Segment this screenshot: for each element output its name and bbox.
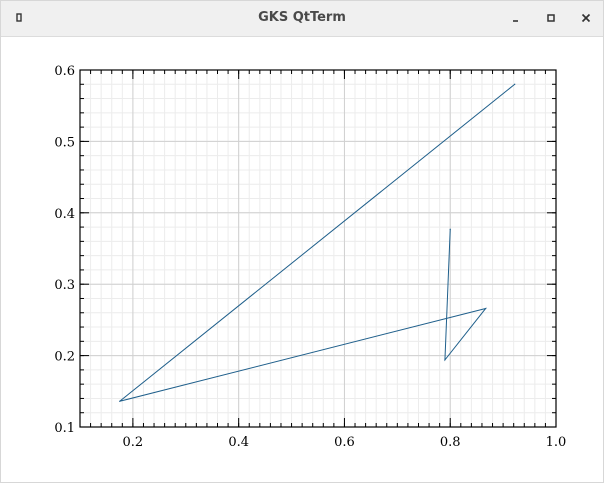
series-layer	[119, 83, 516, 402]
line-chart: 0.2 0.4 0.6 0.8 1.0 0.1 0.2 0.3 0.4 0.5 0.6	[54, 64, 566, 450]
x-tick-label: 1.0	[546, 435, 567, 450]
series-point	[449, 228, 451, 230]
x-tick-label: 0.2	[123, 435, 144, 450]
minimize-icon[interactable]	[508, 10, 524, 26]
plot-frame	[79, 69, 557, 428]
y-tick-label: 0.6	[54, 64, 75, 79]
y-tick-label: 0.1	[54, 421, 75, 436]
series-point	[514, 83, 516, 85]
x-tick-label: 0.6	[334, 435, 355, 450]
series-point	[119, 400, 121, 402]
title-bar[interactable]: GKS QtTerm	[1, 1, 603, 37]
y-tick-label: 0.5	[54, 135, 75, 150]
y-tick-label: 0.4	[54, 207, 75, 222]
series-point	[485, 307, 487, 310]
plot-canvas: 0.2 0.4 0.6 0.8 1.0 0.1 0.2 0.3 0.4 0.5 0.6	[1, 37, 603, 483]
app-icon[interactable]	[11, 10, 27, 26]
y-tick-label: 0.2	[54, 350, 75, 365]
major-grid	[80, 69, 557, 428]
series-point	[444, 359, 446, 361]
tick-labels: 0.2 0.4 0.6 0.8 1.0 0.1 0.2 0.3 0.4 0.5 0.6	[54, 64, 566, 450]
series-line	[119, 83, 516, 402]
minor-grid	[79, 69, 557, 428]
window-title: GKS QtTerm	[258, 10, 346, 25]
x-tick-label: 0.8	[440, 435, 461, 450]
maximize-icon[interactable]	[543, 10, 559, 26]
y-tick-label: 0.3	[54, 278, 75, 293]
x-tick-label: 0.4	[228, 435, 249, 450]
close-icon[interactable]	[578, 10, 594, 26]
axis-ticks	[79, 69, 557, 428]
